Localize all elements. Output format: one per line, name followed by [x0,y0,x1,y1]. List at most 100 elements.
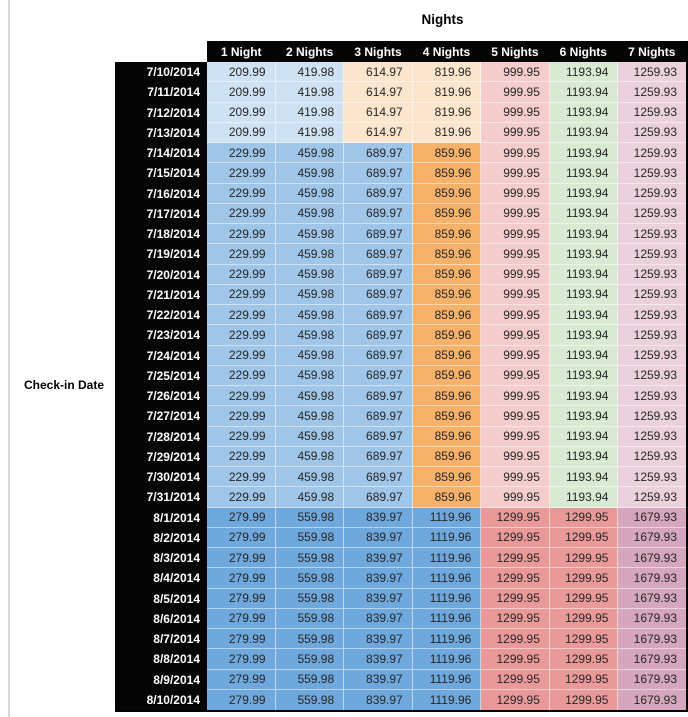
price-cell: 1193.94 [549,163,619,184]
price-cell: 839.97 [344,689,413,710]
price-cell: 1259.93 [618,345,687,366]
price-cell: 689.97 [344,446,413,467]
price-cell: 859.96 [412,386,482,407]
table-row: 7/25/2014 229.99 459.98 689.97 859.96 999.95 1… [115,365,687,386]
price-cell: 209.99 [207,122,276,143]
price-cell: 689.97 [344,203,413,224]
price-cell: 229.99 [207,224,276,245]
price-cell: 1299.95 [481,669,550,690]
price-cell: 1119.96 [412,507,482,528]
table-row: 7/19/2014 229.99 459.98 689.97 859.96 999.95 1… [115,244,687,265]
price-cell: 999.95 [481,406,550,427]
table-row: 7/11/2014 209.99 419.98 614.97 819.96 999.95 1… [115,82,687,103]
table-row: 8/5/2014 279.99 559.98 839.97 1119.96 1299.95… [115,588,687,609]
price-cell: 1259.93 [618,365,687,386]
price-cell: 999.95 [481,365,550,386]
table-row: 7/27/2014 229.99 459.98 689.97 859.96 999.95 1… [115,406,687,427]
price-cell: 1193.94 [549,406,619,427]
table-row: 7/28/2014 229.99 459.98 689.97 859.96 999.95 1… [115,426,687,447]
price-cell: 999.95 [481,102,550,123]
price-cell: 459.98 [275,386,345,407]
price-cell: 1299.95 [549,608,619,629]
price-cell: 839.97 [344,669,413,690]
price-cell: 229.99 [207,163,276,184]
price-cell: 1299.95 [549,669,619,690]
price-cell: 859.96 [412,487,482,508]
price-cell: 1119.96 [412,548,482,569]
price-cell: 859.96 [412,244,482,265]
table-row: 7/29/2014 229.99 459.98 689.97 859.96 999.95 1… [115,446,687,467]
checkin-date-cell: 7/23/2014 [115,325,207,346]
price-cell: 1299.95 [549,689,619,710]
price-cell: 839.97 [344,608,413,629]
price-cell: 1299.95 [549,568,619,589]
price-cell: 1299.95 [481,649,550,670]
price-cell: 1193.94 [549,284,619,305]
price-cell: 1679.93 [618,588,687,609]
price-cell: 999.95 [481,487,550,508]
price-cell: 689.97 [344,264,413,285]
price-cell: 839.97 [344,527,413,548]
price-cell: 999.95 [481,224,550,245]
price-cell: 1259.93 [618,82,687,103]
price-cell: 1259.93 [618,386,687,407]
price-cell: 614.97 [344,102,413,123]
price-cell: 819.96 [412,82,482,103]
price-cell: 999.95 [481,284,550,305]
price-cell: 859.96 [412,345,482,366]
column-headers: 1 Night 2 Nights 3 Nights 4 Nights 5 Nights 6… [207,41,686,62]
price-cell: 1679.93 [618,669,687,690]
checkin-date-cell: 8/1/2014 [115,507,207,528]
price-cell: 689.97 [344,386,413,407]
price-cell: 689.97 [344,345,413,366]
table-row: 7/15/2014 229.99 459.98 689.97 859.96 999.95 1… [115,163,687,184]
price-cell: 1119.96 [412,649,482,670]
table-row: 7/31/2014 229.99 459.98 689.97 859.96 999.95 1… [115,487,687,508]
checkin-date-cell: 8/9/2014 [115,669,207,690]
price-cell: 999.95 [481,183,550,204]
price-cell: 689.97 [344,467,413,488]
price-cell: 1193.94 [549,365,619,386]
price-cell: 1679.93 [618,507,687,528]
price-cell: 999.95 [481,62,550,83]
price-cell: 459.98 [275,305,345,326]
price-cell: 459.98 [275,345,345,366]
price-cell: 1193.94 [549,345,619,366]
table-row: 7/17/2014 229.99 459.98 689.97 859.96 999.95 1… [115,203,687,224]
price-cell: 859.96 [412,305,482,326]
table-row: 7/14/2014 229.99 459.98 689.97 859.96 999.95 1… [115,143,687,164]
table-row: 8/3/2014 279.99 559.98 839.97 1119.96 1299.95… [115,548,687,569]
checkin-date-cell: 8/2/2014 [115,527,207,548]
price-cell: 459.98 [275,487,345,508]
checkin-date-cell: 8/7/2014 [115,629,207,650]
price-cell: 1299.95 [549,588,619,609]
checkin-date-cell: 7/18/2014 [115,224,207,245]
table-row: 7/20/2014 229.99 459.98 689.97 859.96 999.95 1… [115,264,687,285]
price-cell: 229.99 [207,284,276,305]
price-cell: 1299.95 [549,548,619,569]
checkin-date-cell: 8/3/2014 [115,548,207,569]
price-cell: 999.95 [481,244,550,265]
price-cell: 689.97 [344,284,413,305]
table-row: 7/10/2014 209.99 419.98 614.97 819.96 999.95 1… [115,62,687,83]
table-row: 7/21/2014 229.99 459.98 689.97 859.96 999.95 1… [115,284,687,305]
table-row: 8/9/2014 279.99 559.98 839.97 1119.96 1299.95… [115,669,687,690]
price-cell: 559.98 [275,588,345,609]
price-cell: 1679.93 [618,689,687,710]
checkin-date-cell: 7/29/2014 [115,446,207,467]
table-title: Nights [421,12,464,27]
price-cell: 859.96 [412,446,482,467]
price-cell: 859.96 [412,163,482,184]
price-cell: 229.99 [207,264,276,285]
price-cell: 859.96 [412,203,482,224]
column-header: 4 Nights [422,44,471,59]
header-row: 1 Night 2 Nights 3 Nights 4 Nights 5 Nights 6… [115,41,686,62]
price-cell: 229.99 [207,325,276,346]
column-header: 7 Nights [628,44,676,59]
price-cell: 999.95 [481,264,550,285]
checkin-date-cell: 7/30/2014 [115,467,207,488]
checkin-date-cell: 7/26/2014 [115,386,207,407]
price-cell: 1299.95 [481,689,550,710]
price-cell: 1119.96 [412,689,482,710]
checkin-date-cell: 8/10/2014 [115,689,207,710]
